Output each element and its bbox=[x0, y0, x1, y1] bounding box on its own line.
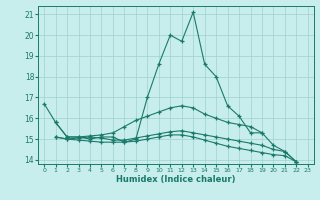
X-axis label: Humidex (Indice chaleur): Humidex (Indice chaleur) bbox=[116, 175, 236, 184]
